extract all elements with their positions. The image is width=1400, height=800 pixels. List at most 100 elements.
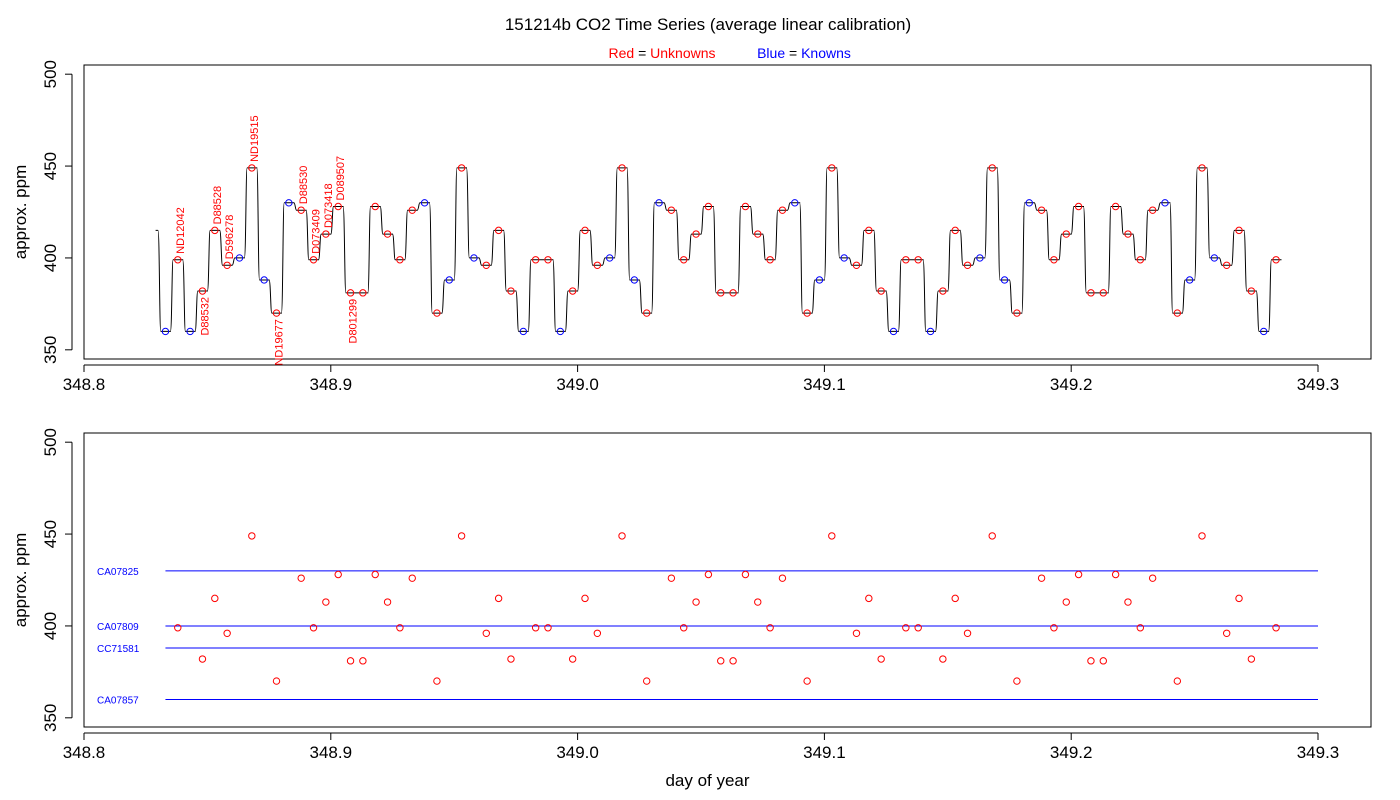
unknown-point: [396, 624, 404, 632]
unknown-point: [778, 574, 787, 582]
unknown-point: [729, 657, 737, 665]
legend-red-label: Red: [608, 45, 634, 61]
unknown-point: [618, 164, 626, 172]
unknown-point: [322, 230, 330, 238]
unknown-point: [1173, 677, 1182, 685]
reference-label: CA07857: [97, 695, 139, 706]
unknown-point: [346, 657, 355, 665]
legend-red-equals: =: [634, 45, 650, 61]
unknown-point: [1247, 655, 1256, 663]
unknown-point: [568, 287, 577, 295]
unknown-point: [581, 226, 589, 235]
plot-frame: [83, 432, 1372, 728]
unknown-point: [531, 624, 540, 632]
unknown-point: [494, 226, 503, 235]
unknown-point: [544, 624, 552, 632]
known-point: [235, 254, 244, 262]
legend-blue-text: Knowns: [801, 45, 851, 61]
unknown-point: [174, 256, 182, 264]
known-point: [840, 254, 848, 262]
x-tick-label: 348.8: [63, 743, 106, 762]
known-point: [161, 327, 170, 336]
unknown-point: [1099, 289, 1107, 297]
unknown-point: [1222, 629, 1231, 637]
unknown-point: [778, 206, 787, 214]
unknown-point: [704, 202, 713, 211]
unknown-point: [717, 289, 725, 297]
sample-label: D88530: [298, 166, 310, 205]
unknown-point: [581, 594, 589, 603]
known-point: [470, 254, 478, 262]
unknown-point: [680, 624, 688, 632]
unknown-point: [1272, 256, 1280, 264]
known-point: [630, 276, 639, 284]
x-tick-label: 349.2: [1050, 743, 1093, 762]
x-axis-label: day of year: [665, 771, 749, 790]
unknown-point: [667, 574, 676, 582]
unknown-point: [211, 594, 219, 603]
unknown-point: [803, 309, 811, 317]
x-tick-label: 349.0: [556, 743, 599, 762]
unknown-point: [988, 164, 996, 172]
unknown-point: [1148, 574, 1157, 582]
x-tick-label: 349.1: [803, 375, 846, 394]
unknown-point: [396, 256, 404, 264]
unknown-point: [729, 289, 737, 297]
unknown-point: [494, 594, 503, 603]
unknown-point: [1272, 624, 1280, 632]
reference-label: CC71581: [97, 644, 140, 655]
unknown-point: [692, 230, 700, 238]
unknown-point: [211, 226, 219, 235]
unknown-point: [248, 532, 256, 540]
unknown-point: [1074, 202, 1083, 211]
unknown-point: [1037, 206, 1046, 214]
x-tick-label: 349.3: [1297, 743, 1340, 762]
unknown-point: [1124, 598, 1132, 606]
y-tick-label: 450: [41, 152, 60, 180]
unknown-point: [988, 532, 996, 540]
unknown-point: [272, 309, 281, 317]
unknown-point: [1235, 226, 1243, 235]
unknown-point: [951, 226, 959, 235]
sample-label: D073418: [323, 183, 335, 228]
unknown-point: [1111, 202, 1120, 211]
unknown-point: [433, 677, 441, 685]
unknown-point: [457, 532, 466, 540]
y-tick-label: 400: [41, 612, 60, 640]
sample-label: D089507: [335, 156, 347, 201]
known-point: [186, 327, 194, 336]
x-tick-label: 349.3: [1297, 375, 1340, 394]
sample-label: ND12042: [175, 207, 187, 253]
unknown-point: [852, 261, 861, 269]
unknown-point: [433, 309, 441, 317]
unknown-point: [297, 206, 305, 214]
unknown-point: [704, 570, 713, 579]
y-tick-label: 450: [41, 520, 60, 548]
known-point: [1260, 327, 1268, 336]
x-tick-label: 349.0: [556, 375, 599, 394]
known-point: [519, 327, 528, 336]
plot-frame: [83, 64, 1372, 360]
unknown-point: [334, 202, 342, 211]
co2-trace-line: [155, 167, 1282, 332]
unknown-point: [297, 574, 305, 582]
unknown-point: [803, 677, 811, 685]
unknown-point: [359, 289, 367, 297]
unknown-point: [939, 655, 947, 663]
unknown-point: [1173, 309, 1182, 317]
unknown-point: [1062, 598, 1070, 606]
legend-blue-equals: =: [785, 45, 801, 61]
known-point: [445, 276, 453, 284]
unknown-point: [544, 256, 552, 264]
unknown-point: [383, 230, 392, 238]
unknown-point: [1050, 624, 1058, 632]
y-tick-label: 500: [41, 428, 60, 456]
unknown-point: [482, 261, 490, 269]
y-axis-label: approx. ppm: [11, 165, 30, 260]
unknown-point: [1198, 164, 1206, 172]
unknown-point: [939, 287, 947, 295]
unknown-point: [741, 570, 750, 579]
top-panel: 348.8 348.9 349.0 349.1 349.2 349.3 350 400 450 5…: [11, 60, 1372, 394]
unknown-point: [828, 164, 836, 172]
